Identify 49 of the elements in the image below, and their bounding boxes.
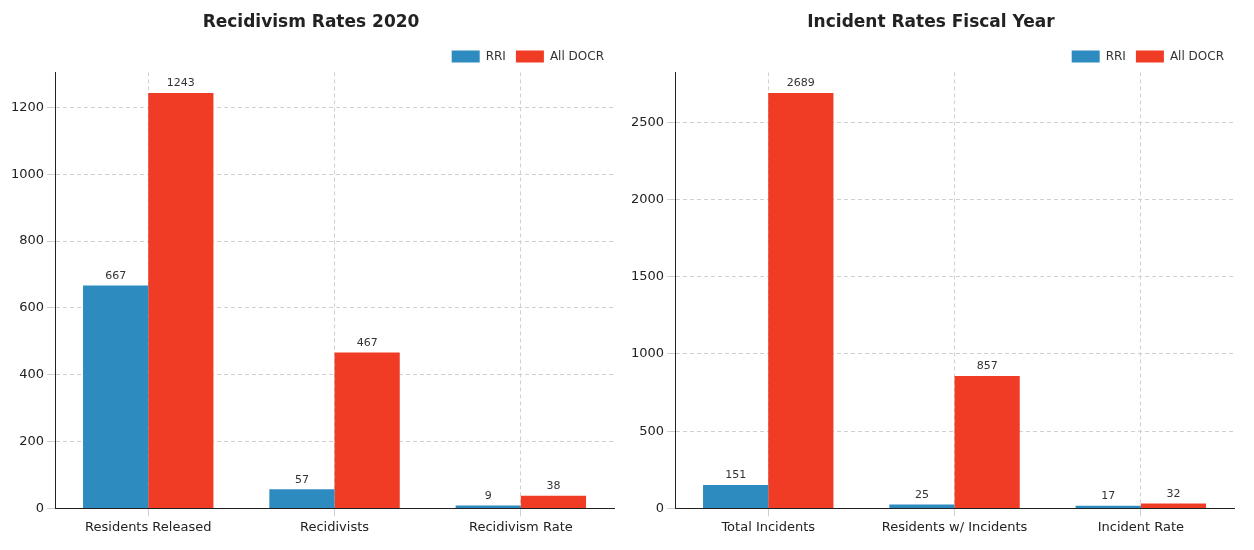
y-tick-label: 200 [19,432,45,448]
x-tick-label: Residents w/ Incidents [881,518,1028,534]
y-tick-label: 0 [35,499,45,515]
y-tick-label: 1000 [630,345,665,361]
data-label: 857 [976,359,998,373]
y-tick-label: 0 [655,499,665,515]
x-tick-label: Recidivism Rate [468,518,573,534]
bar [1140,503,1207,508]
y-tick-label: 1200 [10,98,45,114]
bar [148,93,214,508]
bar [269,489,335,508]
y-tick-label: 2000 [630,190,665,206]
bar [83,285,149,508]
data-label: 17 [1101,489,1116,503]
y-tick-label: 500 [639,422,665,438]
y-tick-label: 600 [19,299,45,315]
legend-label: All DOCR [1169,48,1224,63]
x-tick-label: Recidivists [300,518,370,534]
data-label: 151 [725,468,747,482]
data-label: 9 [484,488,492,502]
bar [455,505,521,508]
data-label: 667 [105,268,127,282]
bar [768,93,834,508]
chart-title: Incident Rates Fiscal Year [807,10,1056,31]
data-label: 57 [294,472,309,486]
y-tick-label: 400 [19,366,45,382]
x-tick-label: Residents Released [85,518,212,534]
data-label: 38 [546,479,561,493]
legend-label: RRI [485,48,506,63]
bar [1075,505,1141,508]
data-label: 2689 [786,76,815,90]
data-label: 25 [914,487,929,501]
legend-label: RRI [1105,48,1126,63]
y-tick-label: 1000 [10,165,45,181]
bar [334,352,400,508]
x-tick-label: Total Incidents [720,518,816,534]
data-label: 1243 [166,76,195,90]
bar [889,504,955,508]
chart-title: Recidivism Rates 2020 [202,10,420,31]
y-tick-label: 2500 [630,113,665,129]
x-tick-label: Incident Rate [1097,518,1185,534]
data-label: 32 [1166,486,1181,500]
bar [703,485,769,508]
bar [520,495,587,508]
bar [954,376,1020,508]
legend-label: All DOCR [549,48,604,63]
data-label: 467 [356,335,378,349]
y-tick-label: 1500 [630,268,665,284]
y-tick-label: 800 [19,232,45,248]
